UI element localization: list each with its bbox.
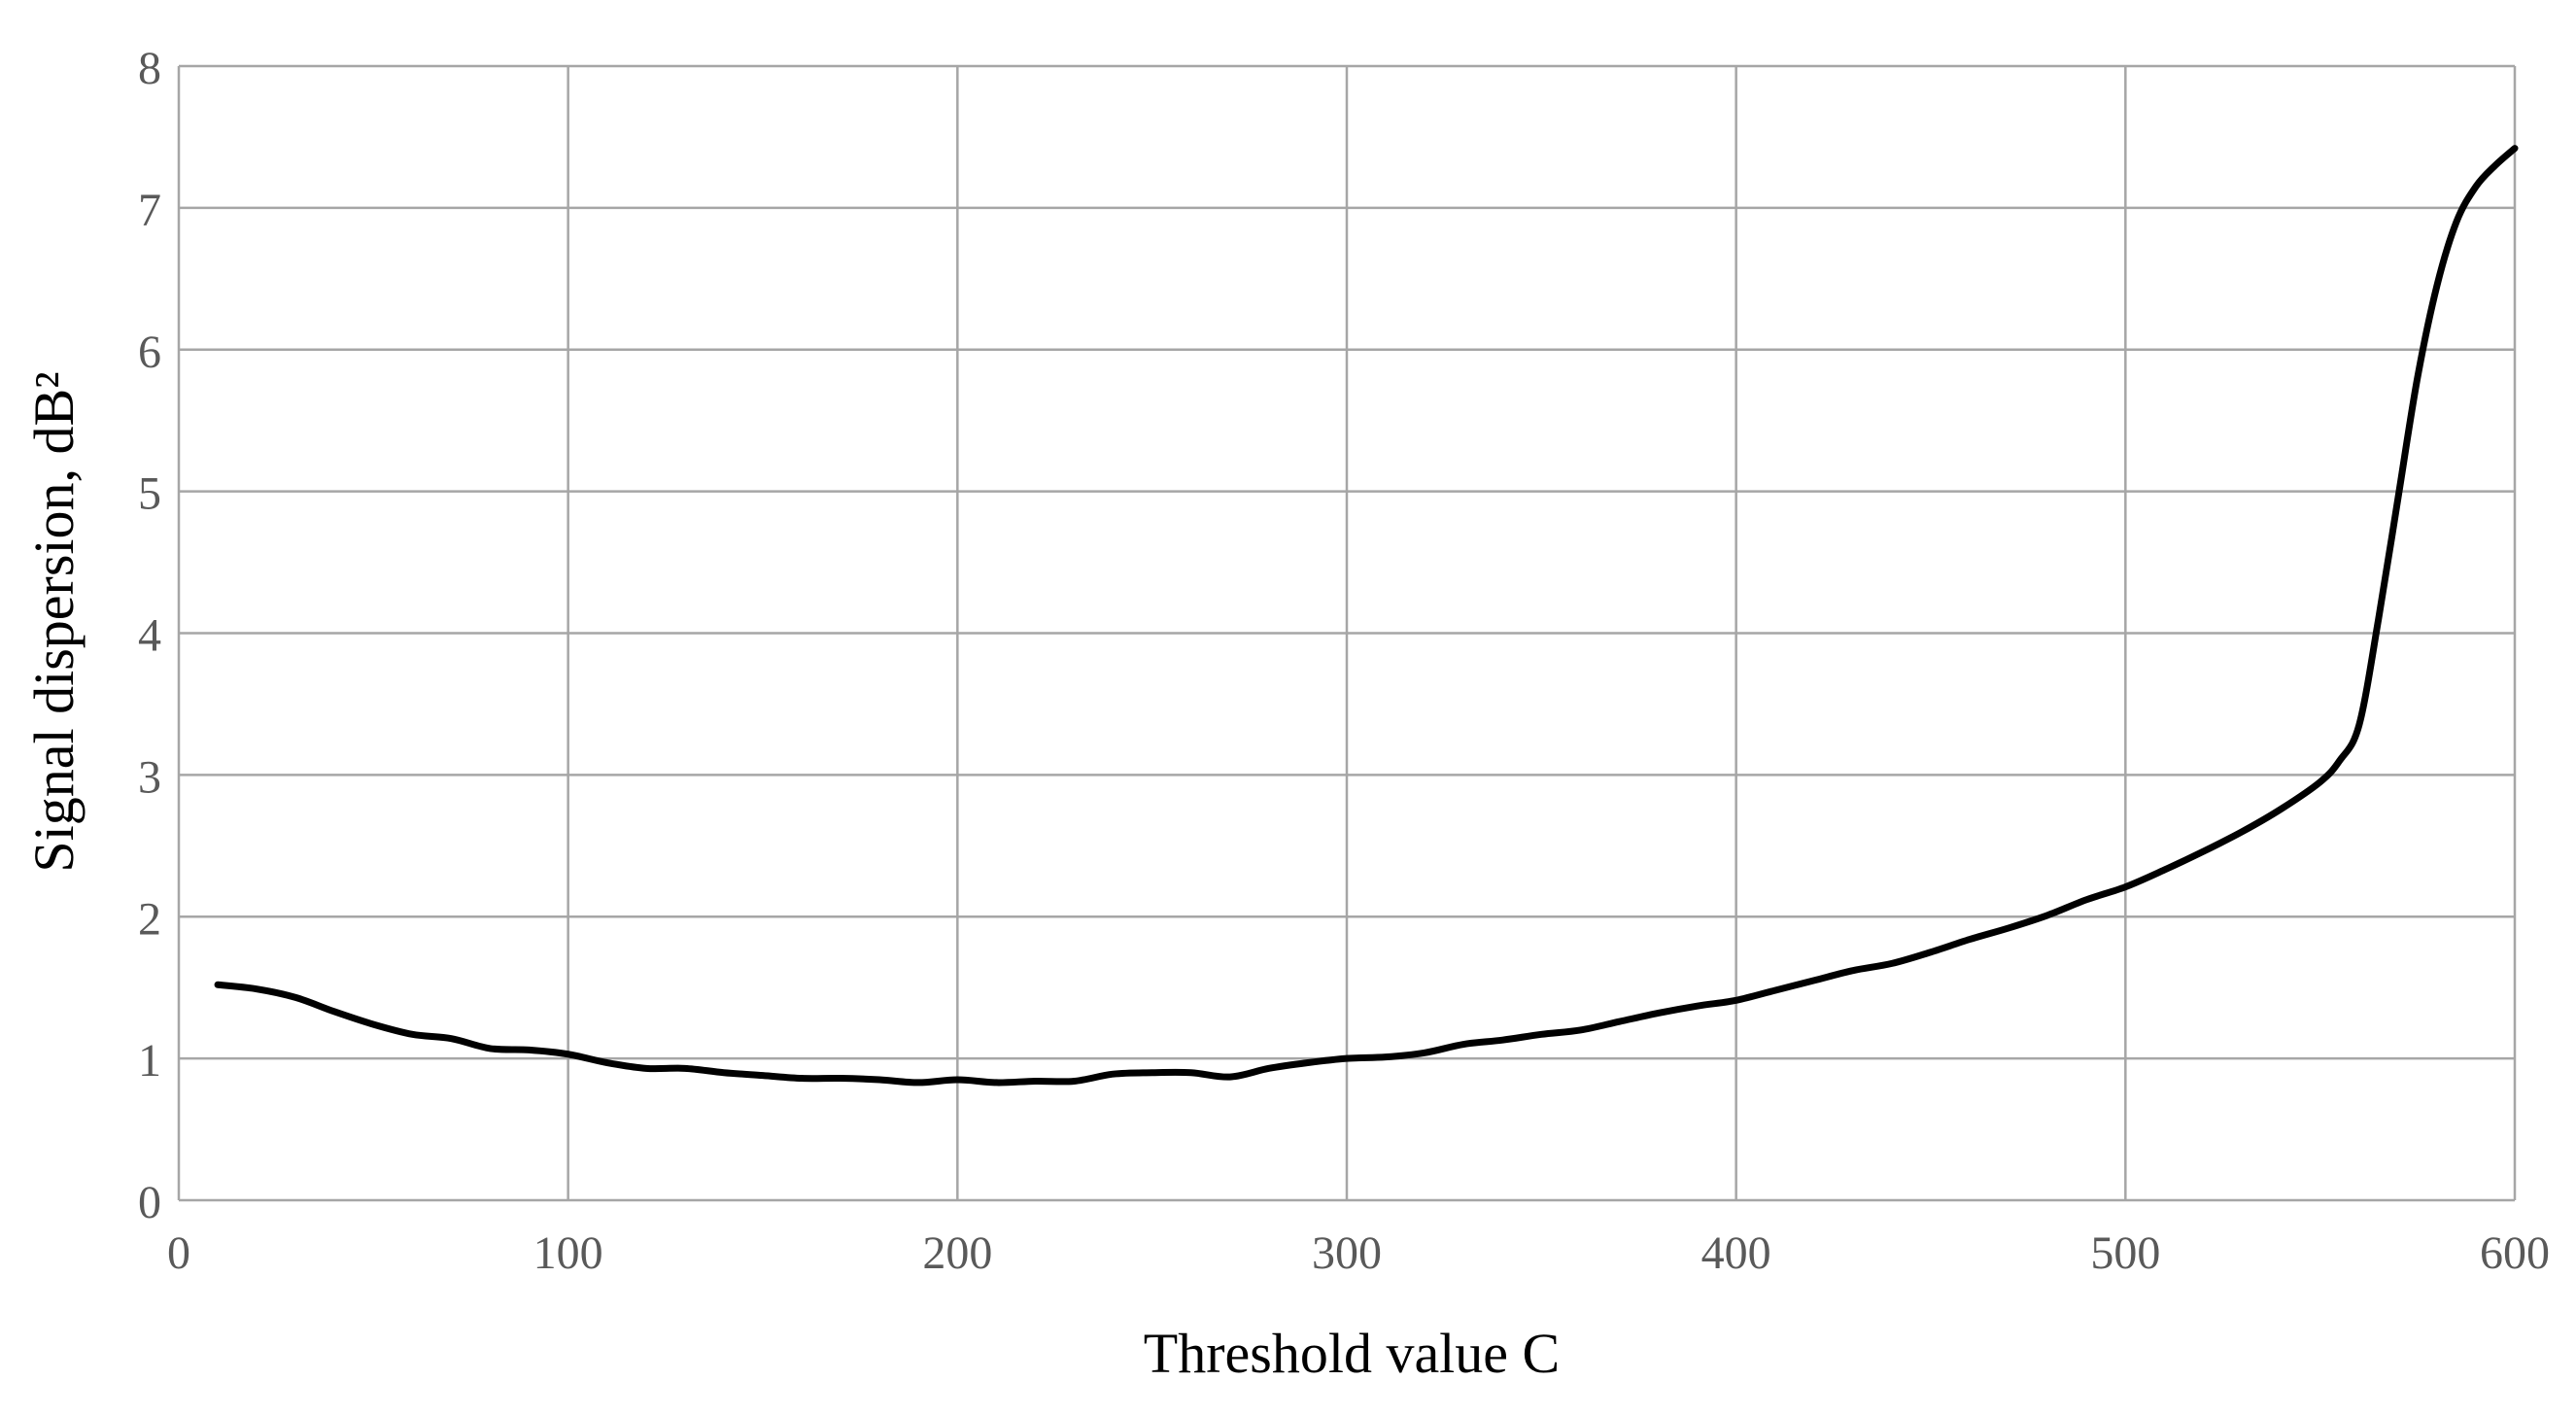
y-tick-label: 0 xyxy=(138,1177,161,1228)
axis-ticks: 0 1 2 3 4 5 6 7 8 0 100 200 300 400 500 600 xyxy=(138,43,2550,1279)
y-tick-label: 1 xyxy=(138,1035,161,1087)
x-tick-label: 400 xyxy=(1701,1227,1771,1279)
y-tick-label: 3 xyxy=(138,751,161,803)
y-tick-label: 6 xyxy=(138,327,161,378)
y-tick-label: 5 xyxy=(138,468,161,520)
x-tick-label: 200 xyxy=(922,1227,992,1279)
x-tick-label: 600 xyxy=(2480,1227,2550,1279)
series-line-0 xyxy=(214,145,2519,1087)
y-tick-label: 7 xyxy=(138,185,161,236)
series xyxy=(214,145,2519,1087)
x-tick-label: 500 xyxy=(2090,1227,2160,1279)
x-axis-title: Threshold value C xyxy=(1144,1322,1560,1385)
grid xyxy=(177,64,2517,1202)
x-tick-label: 100 xyxy=(533,1227,603,1279)
y-axis-title: Signal dispersion, dB² xyxy=(22,371,86,872)
y-tick-label: 2 xyxy=(138,893,161,945)
y-tick-label: 8 xyxy=(138,43,161,94)
x-tick-label: 300 xyxy=(1312,1227,1382,1279)
y-tick-label: 4 xyxy=(138,610,161,662)
x-tick-label: 0 xyxy=(167,1227,190,1279)
